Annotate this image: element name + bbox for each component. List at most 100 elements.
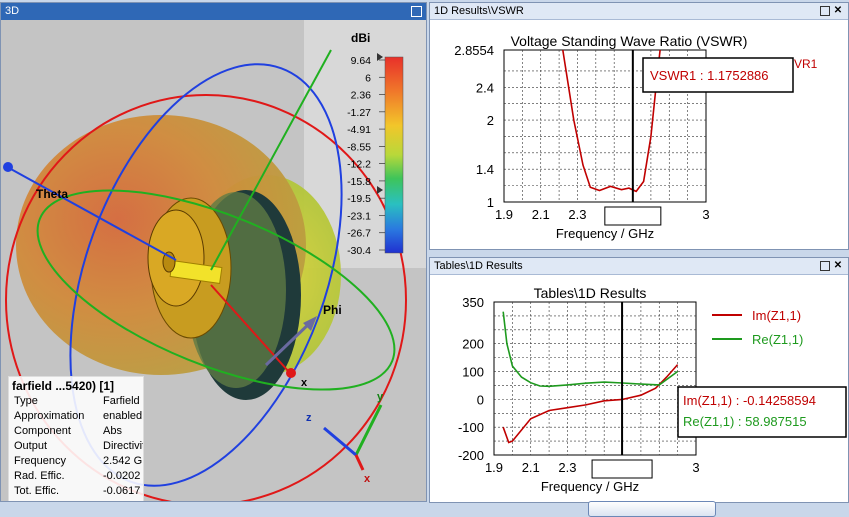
colorbar-tick-label: -23.1 (347, 210, 371, 222)
colorbar-tick-label: -1.27 (347, 107, 371, 119)
x-tick-label: 2.1 (532, 207, 550, 222)
maximize-icon[interactable] (820, 6, 830, 16)
info-title: farfield ...5420) [1] (12, 379, 115, 393)
colorbar-tick-label: 6 (365, 72, 371, 84)
y-tick-label: 2 (487, 113, 494, 128)
tables-pane[interactable]: Tables\1D Results ✕ Tables\1D Results 1.9… (429, 257, 849, 503)
info-key: Approximation (14, 410, 85, 422)
marker-readout-box (642, 57, 794, 93)
farfield-3d-pane[interactable]: 3D (0, 2, 427, 502)
y-tick-label: 350 (462, 295, 484, 310)
info-value: -0.0617 dB (103, 485, 143, 497)
y-tick-label: -100 (458, 420, 484, 435)
x-tick-label: 3 (692, 460, 699, 475)
vswr-content[interactable]: Voltage Standing Wave Ratio (VSWR) 1.9 2.1… (430, 20, 848, 249)
farfield-3d-view[interactable]: Theta Phi x y z x dBi 9.64 6 2.36 -1.27 -4.9… (1, 20, 426, 501)
info-value: 9.636 dBi (103, 499, 143, 501)
y-tick-label: -200 (458, 448, 484, 463)
impedance-chart[interactable]: Tables\1D Results1.92.12.32.597433502001… (430, 275, 848, 502)
triad-x-axis (354, 454, 365, 471)
series-line-vswr1 (562, 49, 661, 193)
x-tick-label: 2.3 (558, 460, 576, 475)
series-line-re-z1-1- (502, 311, 679, 388)
info-row: Approximation enabled (9, 409, 143, 424)
info-value: Farfield (103, 395, 140, 407)
pane-3d-titlebar[interactable]: 3D (1, 3, 426, 20)
marker-readout: Im(Z1,1) : -0.14258594 (683, 393, 816, 408)
legend-label: Im(Z1,1) (752, 308, 801, 323)
y-tick-label: 2.8554 (454, 43, 494, 58)
marker-readout-box (677, 386, 847, 438)
x-tick-label: 1.9 (495, 207, 513, 222)
colorbar-tick-label: -12.2 (347, 159, 371, 171)
info-row: Tot. Effic. -0.0617 dB (9, 484, 143, 499)
patch-disk-inner (147, 209, 205, 307)
x-axis-label: Frequency / GHz (556, 226, 654, 241)
series-line-im-z1-1- (502, 364, 679, 444)
colorbar-tick-label: 2.36 (351, 90, 372, 102)
y-tick-label: 2.4 (476, 80, 494, 95)
info-key: Dir. (14, 499, 31, 501)
chart-title: Tables\1D Results (534, 285, 647, 301)
pane-3d-title: 3D (5, 5, 20, 17)
info-row: Frequency 2.542 GHz (9, 454, 143, 469)
info-row: Rad. Effic. -0.0202 dB (9, 469, 143, 484)
horizon-ellipse (36, 189, 396, 391)
vswr-titlebar[interactable]: 1D Results\VSWR ✕ (430, 3, 848, 20)
y-tick-label: 100 (462, 365, 484, 380)
marker-readout: VSWR1 : 1.1752886 (650, 68, 769, 83)
chart-title: Voltage Standing Wave Ratio (VSWR) (511, 33, 748, 49)
info-row: Dir. 9.636 dBi (9, 499, 143, 501)
tables-titlebar[interactable]: Tables\1D Results ✕ (430, 258, 848, 275)
y-tick-label: 1.4 (476, 162, 494, 177)
colorbar-tick-label: -8.55 (347, 141, 371, 153)
pane-3d-content[interactable]: Theta Phi x y z x dBi 9.64 6 2.36 -1.27 -4.9… (1, 20, 426, 501)
colorbar-max-marker (377, 53, 383, 61)
maximize-icon[interactable] (411, 6, 422, 17)
triad-z-axis (323, 426, 357, 457)
x-tick-label: 2.1 (522, 460, 540, 475)
info-key: Type (14, 395, 38, 407)
maximize-icon[interactable] (820, 261, 830, 271)
close-icon[interactable]: ✕ (833, 260, 843, 271)
x-axis-label: Frequency / GHz (541, 479, 639, 494)
x-axis-end (286, 368, 296, 378)
theta-circle (5, 94, 407, 501)
info-rows: Type Farfield Approximation enabled Componen… (9, 394, 143, 501)
info-value: Directivity (103, 440, 143, 452)
green-axis-line (210, 49, 332, 271)
close-icon[interactable]: ✕ (833, 5, 843, 16)
vswr-pane[interactable]: 1D Results\VSWR ✕ Voltage Standing Wave … (429, 2, 849, 250)
taskbar-button[interactable] (588, 501, 716, 517)
theta-label: Theta (36, 187, 68, 201)
phi-arrow (264, 318, 315, 367)
feed-hole (162, 251, 176, 273)
tables-content[interactable]: Tables\1D Results1.92.12.32.597433502001… (430, 275, 848, 502)
colorbar-tick-label: 9.64 (351, 55, 372, 67)
farfield-info-box: farfield ...5420) [1] Type Farfield Approx… (8, 376, 144, 501)
y-tick-label: 1 (487, 195, 494, 210)
plot-area (493, 301, 697, 456)
marker-readout: Re(Z1,1) : 58.987515 (683, 414, 807, 429)
y-tick-label: 0 (477, 392, 484, 407)
info-key: Frequency (14, 455, 66, 467)
x-tick-label: 2.3 (568, 207, 586, 222)
legend-label: Re(Z1,1) (752, 332, 803, 347)
tables-pane-title: Tables\1D Results (434, 260, 523, 272)
info-row: Type Farfield (9, 394, 143, 409)
info-key: Output (14, 440, 48, 452)
colorbar-tick-label: -4.91 (347, 124, 371, 136)
theta-axis-line (8, 167, 177, 261)
colorbar-tick-label: -19.5 (347, 193, 371, 205)
colorbar-tick-label: -26.7 (347, 228, 371, 240)
phi-label: Phi (323, 303, 342, 317)
phi-arrow-head (303, 316, 317, 331)
colorbar-tick-label: -15.8 (347, 176, 371, 188)
info-key: Rad. Effic. (14, 470, 65, 482)
colorbar (384, 56, 404, 254)
theta-axis-end (3, 162, 13, 172)
y-tick-label: 200 (462, 337, 484, 352)
colorbar-tick-label: -30.4 (347, 245, 371, 257)
info-row: Output Directivity (9, 439, 143, 454)
vswr-chart[interactable]: Voltage Standing Wave Ratio (VSWR) 1.9 2.1… (430, 20, 848, 249)
